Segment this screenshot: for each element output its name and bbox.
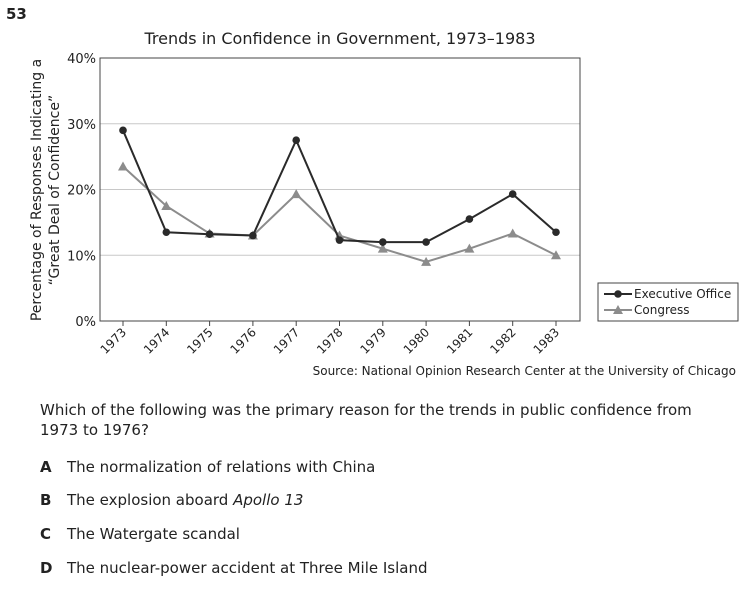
series-line [122, 129, 557, 244]
choice-text: The normalization of relations with Chin… [67, 458, 376, 476]
series-congress [118, 161, 561, 266]
choice-a[interactable]: A The normalization of relations with Chi… [40, 457, 375, 477]
series-layer [118, 126, 561, 266]
series-executive-office [119, 126, 560, 246]
legend-box [597, 282, 739, 322]
data-point [465, 215, 474, 223]
choice-d[interactable]: D The nuclear-power accident at Three Mil… [40, 558, 428, 578]
question-text: Which of the following was the primary r… [40, 401, 692, 439]
x-tick-label: 1977 [271, 325, 302, 356]
x-tick-label: 1982 [487, 325, 518, 356]
choice-b[interactable]: B The explosion aboard Apollo 13 [40, 490, 303, 510]
y-tick-label: 40% [67, 52, 96, 67]
legend-marker [613, 305, 623, 314]
question-number: 53 [6, 5, 27, 23]
data-point [162, 228, 171, 237]
data-point [508, 190, 517, 198]
x-tick-label: 1974 [141, 325, 172, 356]
x-tick-label: 1978 [314, 325, 345, 356]
data-point [335, 236, 344, 244]
data-point [119, 126, 127, 135]
y-tick-label: 20% [67, 184, 96, 199]
data-point [552, 228, 560, 237]
data-point [379, 238, 387, 246]
x-tick-label: 1975 [184, 325, 215, 356]
legend-label: Congress [634, 303, 690, 317]
legend-label: Executive Office [634, 287, 731, 301]
data-point [292, 136, 301, 144]
choice-letter: D [40, 559, 53, 577]
data-point [205, 230, 214, 239]
x-tick-label: 1980 [401, 325, 432, 356]
x-tick-label: 1981 [444, 325, 475, 356]
x-tick-label: 1973 [98, 325, 129, 356]
choice-italic-text: Apollo 13 [233, 491, 304, 509]
choice-c[interactable]: C The Watergate scandal [40, 524, 240, 544]
choice-letter: A [40, 458, 52, 476]
data-point [422, 238, 430, 246]
data-point [464, 243, 475, 253]
data-point [118, 161, 128, 171]
data-point [377, 243, 388, 253]
x-axis-ticks: 1973 1974 1975 1976 1977 1978 1979 1980 1981 1982… [98, 321, 562, 357]
y-axis-label-line1: Percentage of Responses Indicating a [29, 59, 45, 321]
grid-lines [100, 123, 580, 256]
choice-text: The Watergate scandal [67, 525, 240, 543]
line-chart: Trends in Confidence in Government, 1973… [29, 29, 739, 378]
data-point [291, 189, 302, 199]
data-point [507, 228, 518, 238]
choice-letter: B [40, 491, 52, 509]
choice-text: The explosion aboard [67, 491, 234, 509]
y-axis-ticks: 0% 10% 20% 30% 40% [67, 52, 96, 330]
chart-source: Source: National Opinion Research Center… [313, 364, 736, 378]
series-line [122, 165, 557, 263]
data-point [551, 250, 561, 260]
y-axis-label: Percentage of Responses Indicating a “Gr… [29, 59, 63, 321]
y-tick-label: 30% [67, 118, 96, 133]
data-point [161, 200, 172, 210]
y-axis-label-line2: “Great Deal of Confidence” [47, 95, 63, 285]
chart-title: Trends in Confidence in Government, 1973… [144, 29, 536, 48]
y-tick-label: 10% [67, 249, 96, 264]
x-tick-label: 1976 [228, 325, 259, 356]
x-tick-label: 1983 [531, 325, 562, 356]
legend: Executive Office Congress [597, 282, 739, 322]
x-tick-label: 1979 [357, 325, 388, 356]
data-point [249, 231, 257, 240]
legend-marker [614, 290, 622, 298]
choice-text: The nuclear-power accident at Three Mile… [67, 559, 428, 577]
choice-letter: C [40, 525, 52, 543]
data-point [421, 256, 432, 266]
y-tick-label: 0% [75, 315, 96, 330]
